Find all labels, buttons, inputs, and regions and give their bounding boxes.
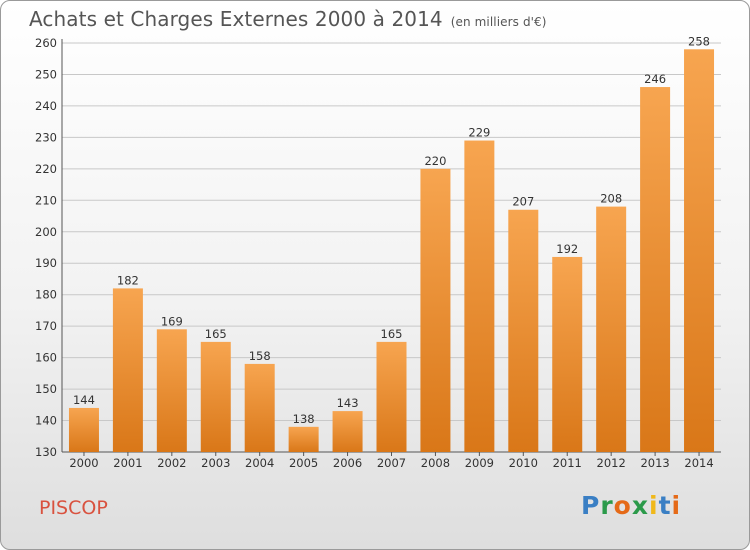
bar-2013 (640, 87, 671, 453)
bar-2003 (200, 341, 231, 452)
chart-subtitle: (en milliers d'€) (450, 15, 547, 29)
data-label-2009: 229 (468, 126, 490, 140)
x-tick-label-2000: 2000 (69, 456, 98, 470)
x-tick-label-2002: 2002 (157, 456, 186, 470)
bar-2008 (420, 168, 451, 452)
y-tick-label-170: 170 (35, 319, 57, 333)
chart-title-text: Achats et Charges Externes 2000 à 2014 (29, 7, 443, 31)
chart-title: Achats et Charges Externes 2000 à 2014 (e… (29, 7, 547, 31)
y-tick-label-250: 250 (35, 67, 57, 81)
place-name: PISCOP (39, 497, 108, 519)
bar-2007 (376, 341, 407, 452)
bar-2000 (68, 407, 99, 452)
bar-2009 (464, 140, 495, 452)
x-tick-label-2006: 2006 (333, 456, 362, 470)
label-layer: 144 2000 182 2001 169 2002 165 2003 158 2004 138 20… (69, 34, 713, 470)
data-label-2010: 207 (512, 195, 534, 209)
y-tick-label-220: 220 (35, 162, 57, 176)
x-tick-label-2013: 2013 (640, 456, 669, 470)
data-label-2003: 165 (205, 327, 227, 341)
y-tick-label-230: 230 (35, 130, 57, 144)
y-tick-label-160: 160 (35, 351, 57, 365)
x-tick-label-2003: 2003 (201, 456, 230, 470)
data-label-2001: 182 (117, 273, 139, 287)
y-tick-label-130: 130 (35, 445, 57, 459)
data-label-2005: 138 (293, 412, 315, 426)
proxiti-logo: Proxiti (581, 491, 682, 520)
bar-2011 (552, 256, 583, 452)
y-tick-label-190: 190 (35, 256, 57, 270)
y-tick-label-210: 210 (35, 193, 57, 207)
x-tick-label-2007: 2007 (377, 456, 406, 470)
y-tick-label-200: 200 (35, 225, 57, 239)
y-tick-label-240: 240 (35, 99, 57, 113)
data-label-2000: 144 (73, 393, 95, 407)
y-tick-label-180: 180 (35, 288, 57, 302)
bar-layer (68, 49, 715, 453)
x-tick-label-2005: 2005 (289, 456, 318, 470)
data-label-2014: 258 (688, 34, 710, 48)
data-label-2011: 192 (556, 242, 578, 256)
x-tick-label-2010: 2010 (509, 456, 538, 470)
data-label-2002: 169 (161, 314, 183, 328)
bar-2001 (112, 288, 143, 452)
data-label-2006: 143 (337, 396, 359, 410)
bar-2014 (684, 49, 715, 453)
bar-2002 (156, 329, 187, 452)
x-tick-label-2008: 2008 (421, 456, 450, 470)
y-tick-label-150: 150 (35, 382, 57, 396)
x-tick-label-2014: 2014 (684, 456, 713, 470)
y-tick-label-260: 260 (35, 36, 57, 50)
bar-2010 (508, 209, 539, 452)
data-label-2007: 165 (381, 327, 403, 341)
x-tick-label-2004: 2004 (245, 456, 274, 470)
data-label-2012: 208 (600, 192, 622, 206)
bar-2012 (596, 206, 627, 452)
bar-2004 (244, 363, 275, 452)
data-label-2008: 220 (424, 154, 446, 168)
y-tick-label-140: 140 (35, 414, 57, 428)
x-tick-label-2001: 2001 (113, 456, 142, 470)
x-tick-label-2009: 2009 (465, 456, 494, 470)
bar-2006 (332, 411, 363, 452)
x-tick-label-2011: 2011 (553, 456, 582, 470)
x-tick-label-2012: 2012 (597, 456, 626, 470)
data-label-2013: 246 (644, 72, 666, 86)
data-label-2004: 158 (249, 349, 271, 363)
bar-2005 (288, 426, 319, 452)
